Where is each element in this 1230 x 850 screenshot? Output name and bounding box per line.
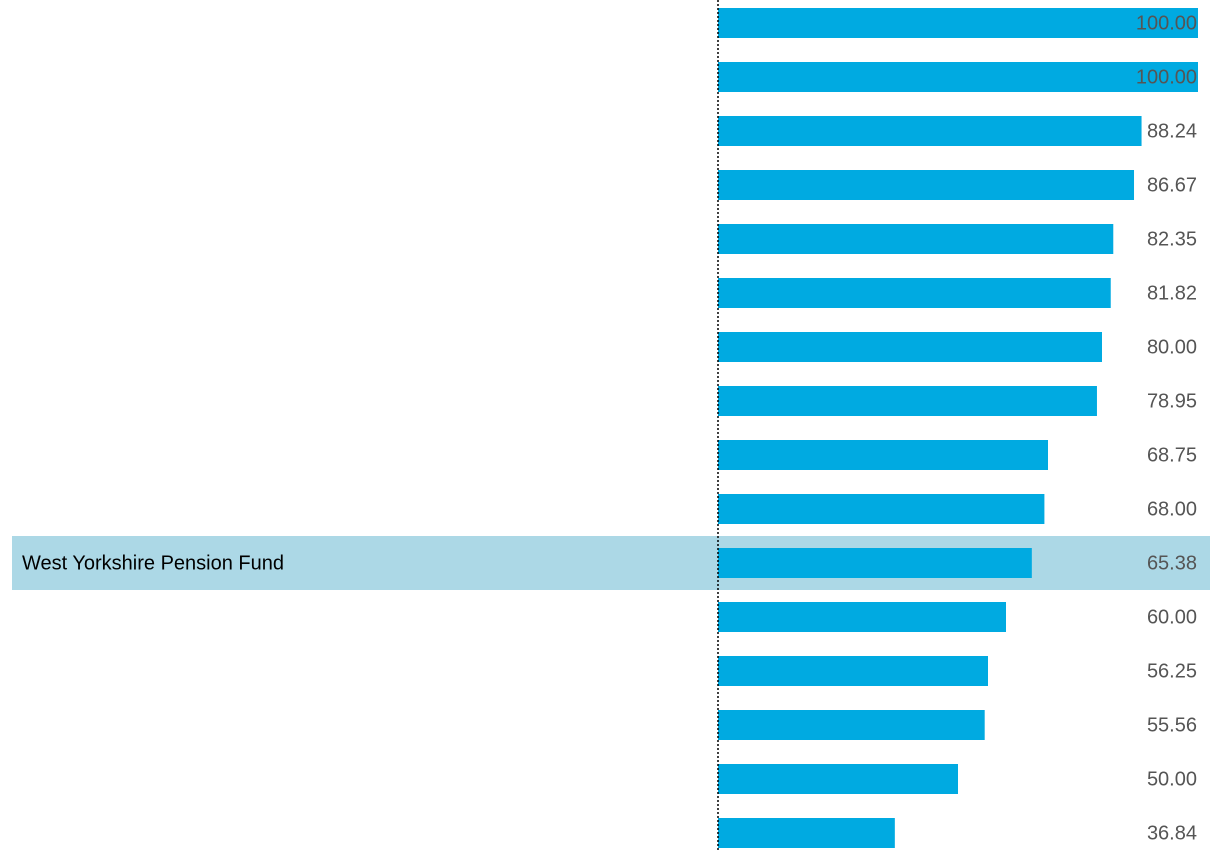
bar (718, 278, 1111, 308)
value-label: 68.00 (1147, 498, 1197, 520)
bar (718, 170, 1135, 200)
bar (718, 116, 1142, 146)
bar (718, 440, 1048, 470)
value-label: 60.00 (1147, 606, 1197, 628)
bar (718, 818, 895, 848)
value-label: 80.00 (1147, 336, 1197, 358)
value-label: 82.35 (1147, 228, 1197, 250)
bar (718, 710, 985, 740)
value-label: 88.24 (1147, 120, 1197, 142)
value-label: 86.67 (1147, 174, 1197, 196)
category-label: West Yorkshire Pension Fund (22, 552, 284, 574)
value-label: 55.56 (1147, 714, 1197, 736)
value-label: 100.00 (1136, 66, 1197, 88)
bar (718, 332, 1102, 362)
bar (718, 386, 1097, 416)
bar (718, 656, 988, 686)
value-label: 50.00 (1147, 768, 1197, 790)
bar (718, 764, 958, 794)
value-label: 36.84 (1147, 822, 1197, 844)
value-label: 78.95 (1147, 390, 1197, 412)
value-label: 65.38 (1147, 552, 1197, 574)
bar (718, 224, 1114, 254)
bar (718, 548, 1032, 578)
bar (718, 8, 1198, 38)
value-label: 100.00 (1136, 12, 1197, 34)
value-label: 68.75 (1147, 444, 1197, 466)
value-label: 81.82 (1147, 282, 1197, 304)
bar (718, 602, 1006, 632)
value-label: 56.25 (1147, 660, 1197, 682)
bar (718, 62, 1198, 92)
bar (718, 494, 1045, 524)
